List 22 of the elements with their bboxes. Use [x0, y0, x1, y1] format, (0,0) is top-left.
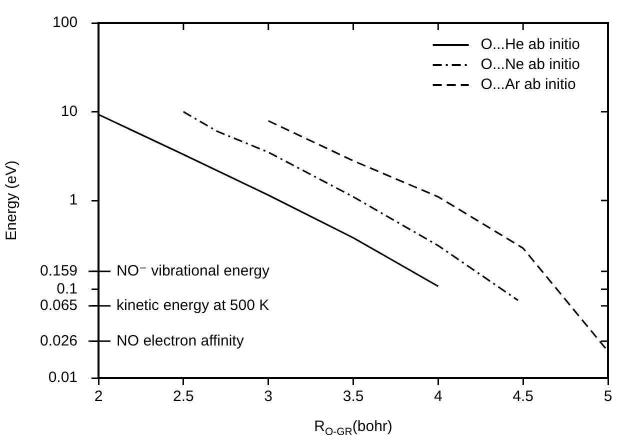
legend-label: O...Ne ab initio: [480, 56, 580, 74]
legend-label: O...Ar ab initio: [480, 76, 576, 94]
ref-line-label: kinetic energy at 500 K: [116, 296, 270, 314]
y-tick-label: 0.01: [48, 369, 78, 386]
y-tick-label: 100: [52, 14, 78, 32]
y-tick-label: 0.159: [40, 262, 78, 280]
y-tick-label: 10: [60, 102, 78, 120]
x-tick-label: 3: [264, 388, 273, 406]
ref-line-label: NO⁻ vibrational energy: [116, 262, 270, 280]
x-tick-label: 3.5: [342, 388, 364, 406]
x-tick-label: 5: [604, 388, 612, 406]
y-tick-label: 0.1: [56, 280, 78, 298]
x-tick-label: 2.5: [173, 388, 194, 406]
x-tick-label: 2: [94, 388, 103, 406]
y-tick-label: 1: [69, 192, 78, 209]
x-tick-label: 4: [434, 388, 442, 406]
x-tick-label: 4.5: [512, 388, 534, 406]
y-axis-title: Energy (eV): [3, 160, 20, 241]
y-tick-label: 0.026: [40, 332, 78, 350]
legend-label: O...He ab initio: [480, 36, 580, 54]
ref-line-label: NO electron affinity: [116, 332, 244, 350]
y-tick-label: 0.065: [40, 296, 78, 314]
